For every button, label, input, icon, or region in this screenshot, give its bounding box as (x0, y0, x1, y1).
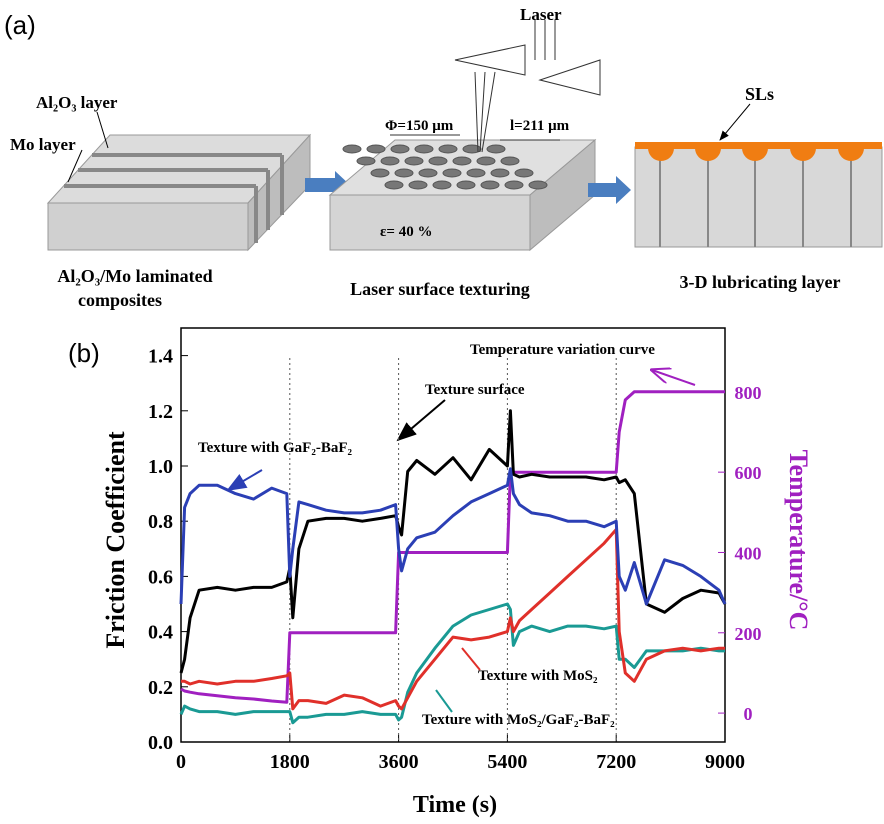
y2-tick-label: 0 (744, 704, 753, 724)
panel-label: (b) (68, 338, 100, 368)
al2o3-label: Al₂O₃ layer (36, 93, 118, 112)
y-tick-label: 1.4 (148, 346, 173, 368)
texture-hole (487, 145, 505, 153)
caption: Laser surface texturing (350, 279, 530, 299)
texture-hole (457, 181, 475, 189)
texture-hole (371, 169, 389, 177)
x-tick-label: 1800 (270, 751, 310, 773)
x-axis-label: Time (s) (413, 792, 497, 818)
y2-tick-label: 200 (735, 624, 762, 644)
panel-label: (a) (4, 10, 36, 40)
texture-hole (419, 169, 437, 177)
texture-hole (529, 181, 547, 189)
texture-hole (505, 181, 523, 189)
texture-hole (405, 157, 423, 165)
series-label: Texture with GaF₂-BaF₂ (198, 440, 352, 456)
figure: (a) Al₂O₃ layer Mo layer Laser Φ=150 μm … (0, 0, 884, 824)
x-tick-label: 5400 (487, 751, 527, 773)
series-label: Texture surface (425, 382, 525, 398)
texture-hole (415, 145, 433, 153)
y-tick-label: 0.2 (148, 677, 173, 699)
y-tick-label: 1.0 (148, 456, 173, 478)
series-line (181, 530, 725, 709)
texture-hole (433, 181, 451, 189)
spacing-label: l=211 μm (510, 118, 570, 134)
series-label: Texture with MoS₂/GaF₂-BaF₂ (422, 712, 615, 728)
mo-label: Mo layer (10, 135, 76, 154)
y2-axis-label: Temperature/°C (784, 450, 813, 631)
y-tick-label: 0.4 (148, 622, 173, 644)
series-label: Temperature variation curve (470, 342, 655, 358)
texture-hole (391, 145, 409, 153)
texture-hole (439, 145, 457, 153)
caption: 3-D lubricating layer (680, 272, 841, 292)
y2-tick-label: 600 (735, 463, 762, 483)
texture-hole (395, 169, 413, 177)
texture-hole (429, 157, 447, 165)
texture-hole (481, 181, 499, 189)
texture-hole (477, 157, 495, 165)
y2-tick-label: 800 (735, 383, 762, 403)
diameter-label: Φ=150 μm (385, 118, 454, 134)
texture-hole (385, 181, 403, 189)
texture-hole (443, 169, 461, 177)
y2-tick-label: 400 (735, 543, 762, 563)
y-tick-label: 1.2 (148, 401, 173, 423)
texture-hole (367, 145, 385, 153)
x-tick-label: 0 (176, 751, 186, 773)
caption: Al₂O₃/Mo laminated (57, 266, 212, 286)
panel-a: (a) Al₂O₃ layer Mo layer Laser Φ=150 μm … (4, 5, 882, 310)
texture-hole (409, 181, 427, 189)
texture-hole (467, 169, 485, 177)
texture-hole (453, 157, 471, 165)
sls-label: SLs (745, 84, 774, 104)
y-tick-label: 0.6 (148, 566, 173, 588)
x-tick-label: 9000 (705, 751, 745, 773)
y-tick-label: 0.0 (148, 732, 173, 754)
texture-hole (343, 145, 361, 153)
texture-hole (357, 157, 375, 165)
texture-hole (501, 157, 519, 165)
caption: composites (78, 290, 162, 310)
y-axis-label: Friction Coefficient (101, 431, 130, 649)
series-label: Texture with MoS₂ (478, 668, 598, 684)
y-tick-label: 0.8 (148, 511, 173, 533)
texture-hole (515, 169, 533, 177)
texture-hole (381, 157, 399, 165)
texture-hole (491, 169, 509, 177)
x-tick-label: 3600 (379, 751, 419, 773)
x-tick-label: 7200 (596, 751, 636, 773)
laser-label: Laser (520, 5, 562, 24)
density-label: ε= 40 % (380, 224, 432, 240)
